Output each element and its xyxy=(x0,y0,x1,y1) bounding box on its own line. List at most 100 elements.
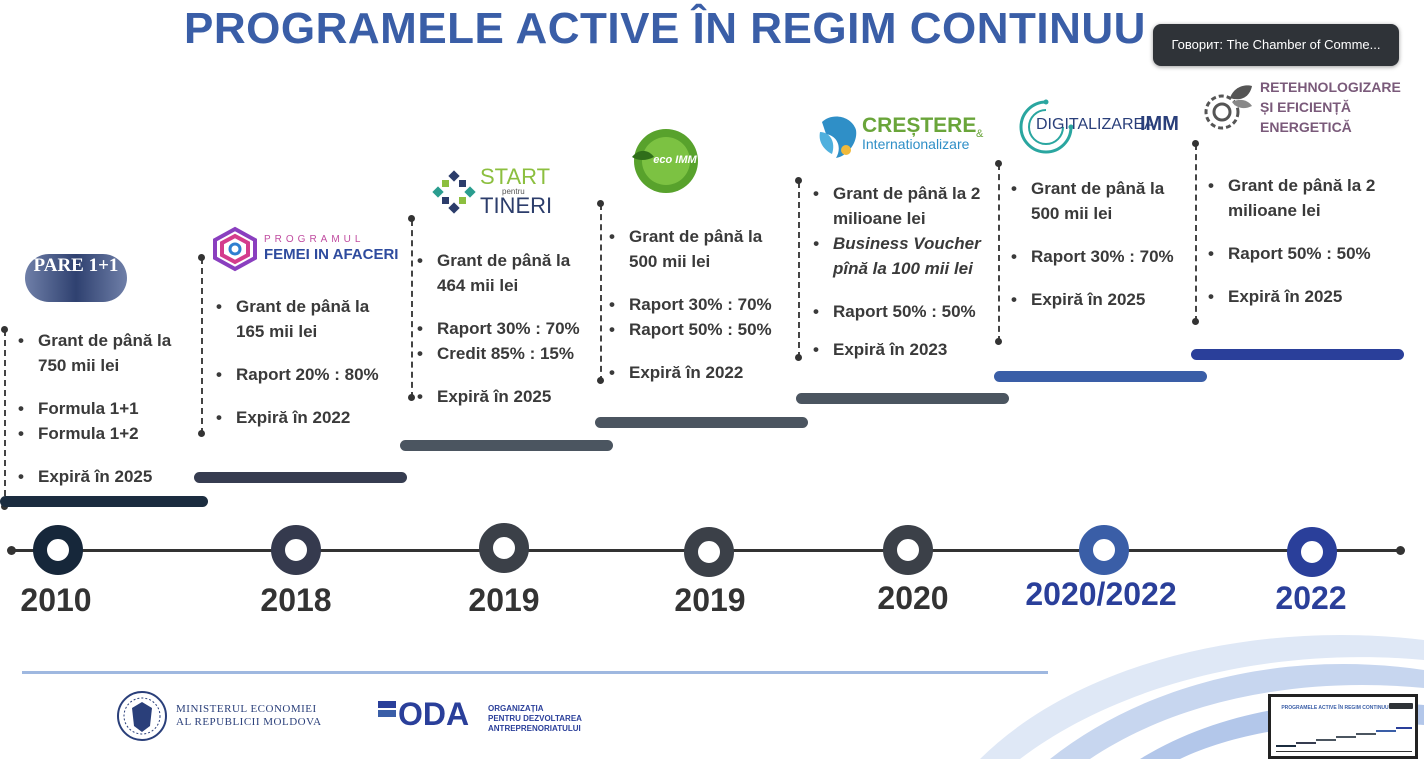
step-bar xyxy=(796,393,1009,404)
leader-dot xyxy=(408,215,415,222)
timeline-node xyxy=(684,527,734,577)
leader-dot xyxy=(597,377,604,384)
bullet-item: Grant de până la 464 mii lei xyxy=(417,248,599,298)
bullet-item: Raport 50% : 50% xyxy=(813,299,999,324)
bullet-item: Credit 85% : 15% xyxy=(417,341,599,366)
femei-logo-big: FEMEI IN AFACERI xyxy=(264,246,399,263)
program-details-retehnologizare: Grant de până la 2 milioane lei Raport 5… xyxy=(1208,173,1398,309)
leader-dot xyxy=(995,160,1002,167)
retehnologizare-logo-icon xyxy=(1204,85,1252,130)
year-label: 2019 xyxy=(468,582,540,618)
leader-line xyxy=(798,182,800,358)
leader-dot xyxy=(408,394,415,401)
bullet-item: Expiră în 2022 xyxy=(609,360,795,385)
leader-line xyxy=(411,220,413,398)
program-details-femei: Grant de până la 165 mii lei Raport 20% … xyxy=(216,294,396,430)
leader-dot xyxy=(1192,318,1199,325)
bullet-item: Expiră în 2025 xyxy=(18,464,188,489)
femei-logo-icon xyxy=(213,226,257,272)
slide-thumbnail[interactable]: PROGRAMELE ACTIVE ÎN REGIM CONTINUU xyxy=(1268,694,1418,759)
step-bar xyxy=(400,440,613,451)
bullet-item: Grant de până la 2 milioane lei xyxy=(813,181,999,231)
timeline-node xyxy=(883,525,933,575)
bullet-item: Raport 30% : 70% xyxy=(1011,244,1197,269)
leader-line xyxy=(4,330,6,506)
step-bar xyxy=(194,472,407,483)
program-details-crestere: Grant de până la 2 milioane lei Business… xyxy=(813,181,999,362)
timeline-node xyxy=(271,525,321,575)
oda-mark-icon xyxy=(378,701,396,717)
thumbnail-badge xyxy=(1389,703,1413,709)
timeline-node xyxy=(479,523,529,573)
digitalizarea-logo-icon xyxy=(1019,99,1074,154)
moldova-coat-of-arms-icon xyxy=(117,691,167,741)
bullet-item: Expiră în 2025 xyxy=(1011,287,1197,312)
bullet-item: Grant de până la 750 mii lei xyxy=(18,328,188,378)
timeline-end-dot xyxy=(1396,546,1405,555)
bullet-item: Raport 50% : 50% xyxy=(609,317,795,342)
bullet-item: Grant de până la 165 mii lei xyxy=(216,294,396,344)
page-title: PROGRAMELE ACTIVE ÎN REGIM CONTINUU xyxy=(184,4,1146,53)
bullet-item: Business Voucher pînă la 100 mii lei xyxy=(813,231,999,281)
leader-dot xyxy=(795,177,802,184)
femei-logo-small: PROGRAMUL xyxy=(264,234,365,245)
leader-dot xyxy=(597,200,604,207)
timeline-node xyxy=(1079,525,1129,575)
crestere-logo-icon xyxy=(819,116,857,158)
program-details-pare: Grant de până la 750 mii lei Formula 1+1… xyxy=(18,328,188,489)
start-logo-icon xyxy=(432,170,476,214)
digitalizarea-logo-b: IMM xyxy=(1140,113,1179,135)
step-bar xyxy=(0,496,208,507)
leader-line xyxy=(600,204,602,382)
bullet-item: Grant de până la 500 mii lei xyxy=(609,224,795,274)
oda-logo-text: ODA xyxy=(398,696,470,732)
program-details-start: Grant de până la 464 mii lei Raport 30% … xyxy=(417,248,599,409)
eco-imm-logo-icon xyxy=(632,129,698,193)
bullet-item: Raport 30% : 70% xyxy=(417,316,599,341)
bullet-item: Formula 1+2 xyxy=(18,421,188,446)
leader-dot xyxy=(1,326,8,333)
start-logo-bot: TINERI xyxy=(480,193,553,218)
oda-line-2: PENTRU DEZVOLTAREA xyxy=(488,714,582,723)
leader-dot xyxy=(1192,140,1199,147)
ministry-line-1: MINISTERUL ECONOMIEI xyxy=(176,703,317,715)
leader-line xyxy=(201,258,203,434)
eco-imm-logo-text: eco IMM xyxy=(653,154,697,166)
bullet-item: Grant de până la 500 mii lei xyxy=(1011,176,1197,226)
bullet-item: Raport 50% : 50% xyxy=(1208,241,1398,266)
leader-dot xyxy=(198,254,205,261)
timeline-node xyxy=(33,525,83,575)
pare-logo-text: PARE 1+1 xyxy=(33,255,119,276)
leader-line xyxy=(1195,144,1197,322)
bullet-item: Expiră în 2022 xyxy=(216,405,396,430)
timeline-node xyxy=(1287,527,1337,577)
bullet-item: Raport 30% : 70% xyxy=(609,292,795,317)
oda-line-3: ANTREPRENORIATULUI xyxy=(488,724,581,733)
program-details-digitalizarea: Grant de până la 500 mii lei Raport 30% … xyxy=(1011,176,1197,312)
retehnologizare-logo-l1: RETEHNOLOGIZARE xyxy=(1260,79,1401,95)
footer-divider xyxy=(22,671,1048,674)
pare-logo xyxy=(25,254,127,302)
start-logo-mid: pentru xyxy=(502,187,525,196)
leader-dot xyxy=(198,430,205,437)
crestere-logo-top: CREȘTERE xyxy=(862,114,977,137)
oda-line-1: ORGANIZAȚIA xyxy=(488,704,544,713)
bullet-item: Expiră în 2025 xyxy=(417,384,599,409)
speaker-indicator[interactable]: Говорит: The Chamber of Comme... xyxy=(1153,24,1399,66)
program-details-eco: Grant de până la 500 mii lei Raport 30% … xyxy=(609,224,795,385)
ministry-line-2: AL REPUBLICII MOLDOVA xyxy=(176,716,322,728)
leader-dot xyxy=(795,354,802,361)
retehnologizare-logo-l3: ENERGETICĂ xyxy=(1260,119,1352,135)
year-label: 2018 xyxy=(260,582,332,618)
thumbnail-preview xyxy=(1276,727,1412,752)
year-label: 2020 xyxy=(877,580,949,616)
year-label: 2020/2022 xyxy=(1025,576,1177,612)
bullet-item: Grant de până la 2 milioane lei xyxy=(1208,173,1398,223)
bullet-item: Expiră în 2023 xyxy=(813,337,999,362)
start-logo-top: START xyxy=(480,164,551,189)
step-bar xyxy=(1191,349,1404,360)
digitalizarea-logo-a: DIGITALIZAREA xyxy=(1036,116,1155,133)
thumbnail-title: PROGRAMELE ACTIVE ÎN REGIM CONTINUU xyxy=(1281,705,1389,711)
crestere-logo-amp: & xyxy=(976,128,984,140)
leader-line xyxy=(998,164,1000,342)
